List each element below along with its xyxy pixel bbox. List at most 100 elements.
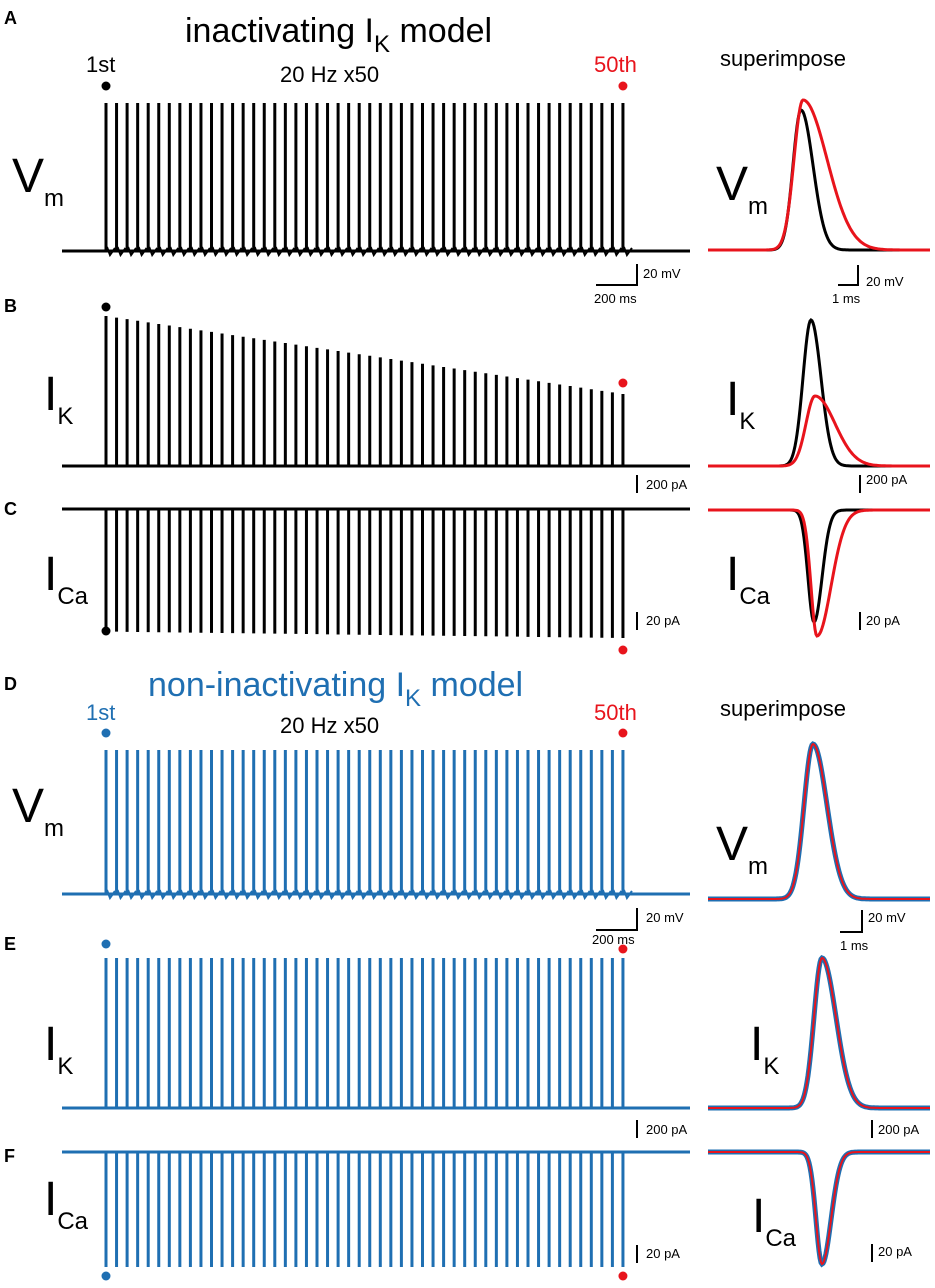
d-ahp-10 — [201, 889, 211, 901]
d-ahp-19 — [295, 889, 306, 901]
c-overlay-last — [708, 508, 930, 638]
a-ahp-44 — [559, 246, 570, 258]
d-ahp-13 — [232, 889, 243, 901]
ylabel-c: ICa — [44, 548, 89, 610]
d-ahp-6 — [158, 889, 169, 901]
d-ahp-33 — [443, 889, 454, 901]
d-ahp-4 — [137, 889, 148, 901]
scalebar-a-x: 200 ms — [594, 291, 637, 306]
a-ahp-9 — [190, 246, 201, 258]
a-ahp-28 — [390, 246, 401, 258]
d-ahp-50 — [623, 889, 633, 901]
d-ahp-17 — [274, 889, 285, 901]
c-last-marker — [618, 645, 628, 655]
a-ahp-36 — [475, 246, 486, 258]
ylabel-e: IK — [44, 1018, 73, 1080]
a-ahp-10 — [201, 246, 211, 258]
d-ahp-48 — [601, 889, 612, 901]
d-ahp-25 — [359, 889, 370, 901]
d-ahp-34 — [454, 889, 464, 901]
overlay-ylabel-b: IK — [726, 373, 755, 435]
a-ahp-17 — [274, 246, 285, 258]
d-ahp-49 — [612, 889, 623, 901]
d-ahp-41 — [528, 889, 538, 901]
d-first-marker — [101, 728, 111, 738]
a-ahp-8 — [179, 246, 190, 258]
ylabel-f: ICa — [44, 1173, 89, 1235]
d-ahp-3 — [127, 889, 137, 901]
a-ahp-19 — [295, 246, 306, 258]
d-ahp-18 — [285, 889, 296, 901]
d-ahp-27 — [380, 889, 391, 901]
d-ahp-5 — [148, 889, 159, 901]
scalebar-f-y: 20 pA — [646, 1246, 680, 1261]
panel-label-c: C — [4, 499, 17, 519]
d-ahp-29 — [401, 889, 412, 901]
overlay-scalebar-f: 20 pA — [871, 1244, 912, 1262]
d-ahp-39 — [506, 889, 517, 901]
d-ahp-24 — [348, 889, 359, 901]
a-ahp-47 — [591, 246, 602, 258]
d-ahp-30 — [412, 889, 422, 901]
scalebar-e-y: 200 pA — [646, 1122, 688, 1137]
d-ahp-7 — [169, 889, 180, 901]
d-ahp-28 — [390, 889, 401, 901]
scalebar-f: 20 pA — [636, 1245, 680, 1263]
scalebar-d-y: 20 mV — [646, 910, 684, 925]
overlay-scalebar-a: 20 mV 1 ms — [832, 265, 904, 306]
scalebar-d: 20 mV 200 ms — [592, 908, 684, 947]
a-ahp-34 — [454, 246, 464, 258]
a-ahp-38 — [496, 246, 507, 258]
panel-label-f: F — [4, 1146, 15, 1166]
a-ahp-43 — [549, 246, 559, 258]
d-ahp-47 — [591, 889, 602, 901]
d-ahp-42 — [538, 889, 549, 901]
d-ahp-22 — [327, 889, 338, 901]
overlay-scalebar-d-x: 1 ms — [840, 938, 869, 953]
a-ahp-11 — [211, 246, 222, 258]
f-last-marker — [618, 1271, 628, 1281]
overlay-ylabel-c: ICa — [726, 548, 771, 610]
a-ahp-32 — [433, 246, 443, 258]
a-ahp-42 — [538, 246, 549, 258]
overlay-scalebar-b-y: 200 pA — [866, 472, 908, 487]
d-ahp-36 — [475, 889, 486, 901]
d-ahp-12 — [222, 889, 232, 901]
a-ahp-2 — [116, 246, 127, 258]
a-ahp-1 — [106, 246, 116, 258]
e-overlay-first — [708, 955, 930, 1111]
overlay-scalebar-f-y: 20 pA — [878, 1244, 912, 1259]
title-inactivating: inactivating IK model — [185, 12, 492, 58]
overlay-scalebar-a-x: 1 ms — [832, 291, 861, 306]
d-overlay-last — [708, 742, 930, 900]
title-non-inactivating: non-inactivating IK model — [148, 666, 523, 712]
d-last-marker — [618, 728, 628, 738]
d-ahp-31 — [422, 889, 433, 901]
ylabel-d: Vm — [12, 780, 64, 842]
d-ahp-14 — [243, 889, 253, 901]
f-overlay-last — [708, 1151, 930, 1266]
a-ahp-20 — [306, 246, 317, 258]
superimpose-bottom: superimpose — [720, 696, 846, 721]
d-ahp-38 — [496, 889, 507, 901]
b-overlay-last — [708, 394, 930, 468]
d-ahp-20 — [306, 889, 317, 901]
scalebar-e: 200 pA — [636, 1120, 688, 1138]
a-ahp-29 — [401, 246, 412, 258]
a-ahp-15 — [253, 246, 264, 258]
a-ahp-48 — [601, 246, 612, 258]
a-ahp-39 — [506, 246, 517, 258]
d-ahp-35 — [464, 889, 475, 901]
a-ahp-46 — [580, 246, 591, 258]
e-first-marker — [101, 939, 111, 949]
a-ahp-18 — [285, 246, 296, 258]
a-ahp-27 — [380, 246, 391, 258]
a-ahp-22 — [327, 246, 338, 258]
b-first-marker — [101, 302, 111, 312]
a-ahp-16 — [264, 246, 275, 258]
a-ahp-7 — [169, 246, 180, 258]
d-ahp-37 — [485, 889, 496, 901]
a-ahp-3 — [127, 246, 137, 258]
scalebar-b: 200 pA — [636, 475, 688, 493]
